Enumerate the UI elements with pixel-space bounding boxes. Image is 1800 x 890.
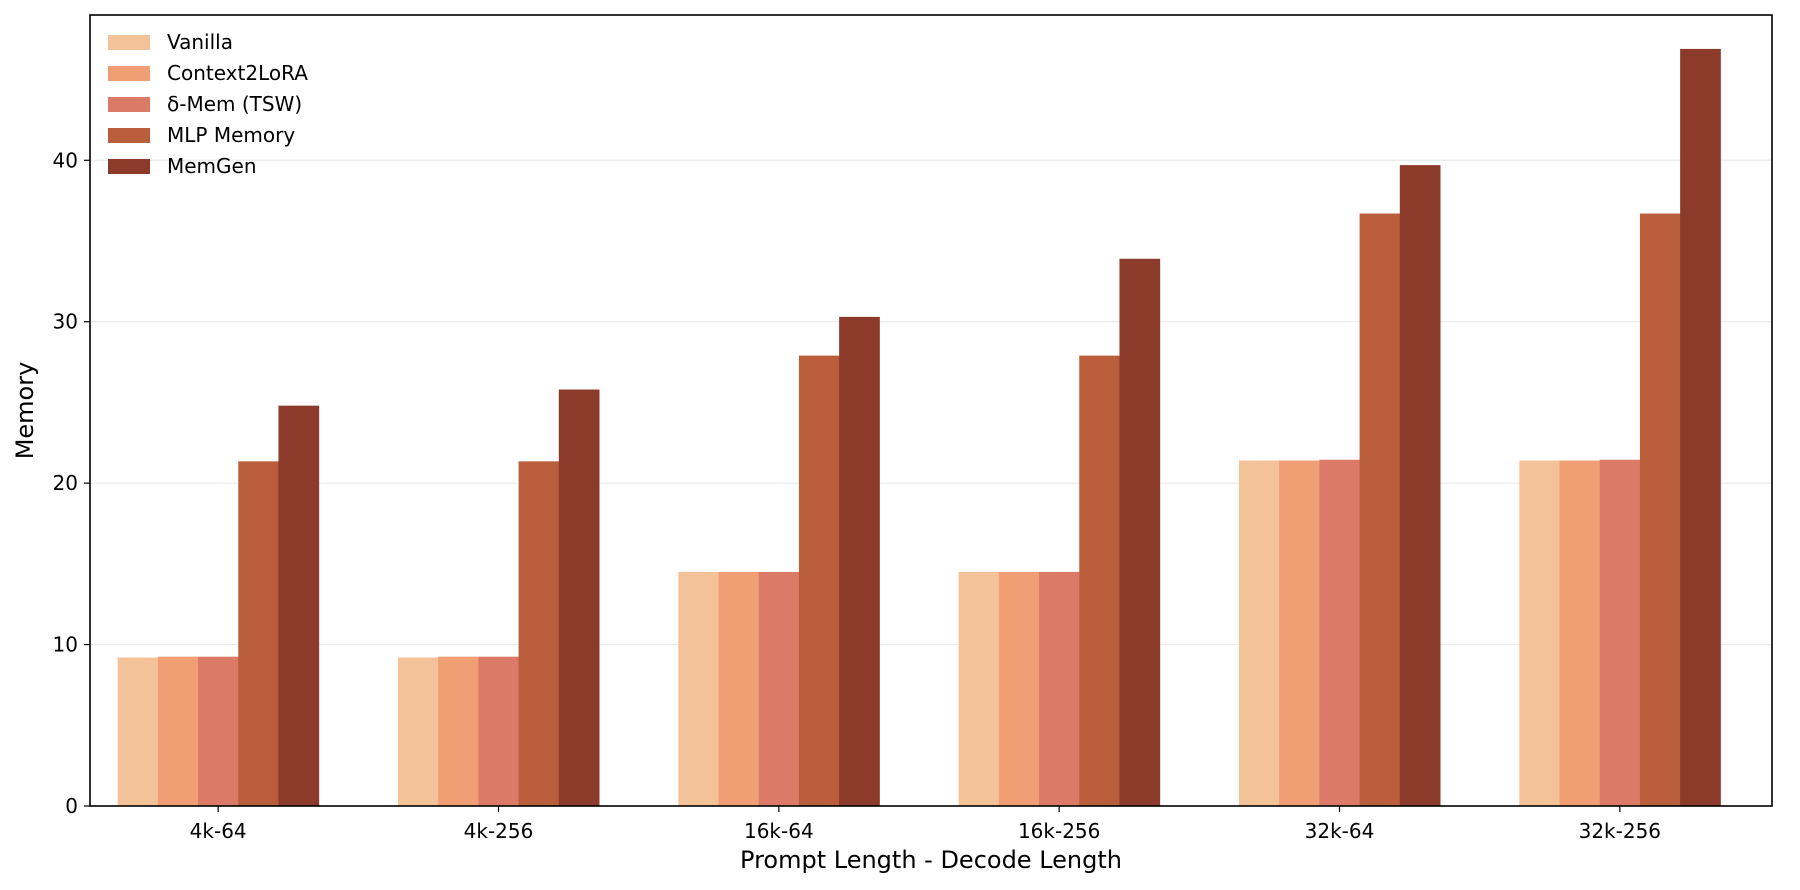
x-tick-label: 4k-256	[464, 819, 534, 843]
ticks: 0 10 20 30 40 4k-64 4k-256 16k-64 16k-256 32k-64 3…	[53, 148, 1661, 843]
bar	[558, 389, 600, 806]
bars	[117, 48, 1721, 807]
bar	[238, 461, 279, 806]
bar	[478, 656, 520, 806]
x-tick-label: 4k-64	[190, 819, 247, 843]
bar	[1559, 460, 1601, 806]
legend-swatch	[108, 97, 150, 112]
legend-swatch	[108, 128, 150, 143]
bar	[1519, 460, 1561, 806]
x-tick-label: 32k-64	[1305, 819, 1375, 843]
bar	[1279, 460, 1320, 806]
bar	[1239, 460, 1280, 806]
legend-swatch	[108, 159, 150, 174]
legend-label: Vanilla	[167, 30, 233, 54]
bar	[958, 571, 1000, 806]
legend-label: MLP Memory	[167, 123, 295, 147]
legend-label: MemGen	[167, 154, 257, 178]
bar	[117, 657, 159, 806]
bar	[1680, 48, 1721, 806]
bar	[518, 461, 560, 806]
x-tick-label: 32k-256	[1579, 819, 1661, 843]
y-tick-label: 20	[53, 471, 78, 495]
legend-label: δ-Mem (TSW)	[167, 92, 302, 116]
legend-label: Context2LoRA	[167, 61, 308, 85]
bar	[198, 656, 239, 806]
bar	[798, 355, 840, 806]
bar	[157, 656, 199, 806]
bar	[718, 571, 760, 806]
bar	[438, 656, 479, 806]
x-tick-label: 16k-256	[1018, 819, 1100, 843]
bar	[1119, 258, 1161, 806]
legend: Vanilla Context2LoRA δ-Mem (TSW) MLP Memory…	[108, 30, 308, 178]
bar	[998, 571, 1040, 806]
legend-swatch	[108, 35, 150, 50]
plot-frame	[89, 14, 1773, 807]
bar	[278, 405, 320, 806]
y-tick-label: 30	[53, 310, 78, 334]
x-tick-label: 16k-64	[744, 819, 814, 843]
grid	[90, 159, 1772, 646]
bar	[1599, 459, 1641, 806]
bar	[1359, 213, 1401, 807]
y-axis-title: Memory	[11, 362, 39, 460]
y-tick-label: 10	[53, 633, 78, 657]
bar	[678, 571, 720, 806]
legend-swatch	[108, 66, 150, 81]
y-tick-label: 40	[53, 148, 78, 172]
bar	[1079, 355, 1120, 806]
bar	[398, 657, 439, 806]
x-axis-title: Prompt Length - Decode Length	[740, 846, 1122, 874]
bar	[758, 571, 800, 806]
bar	[839, 316, 880, 806]
bar	[1399, 165, 1441, 807]
bar	[1319, 459, 1361, 806]
bar	[1639, 213, 1681, 807]
y-tick-label: 0	[65, 794, 78, 818]
bar	[1039, 571, 1080, 806]
